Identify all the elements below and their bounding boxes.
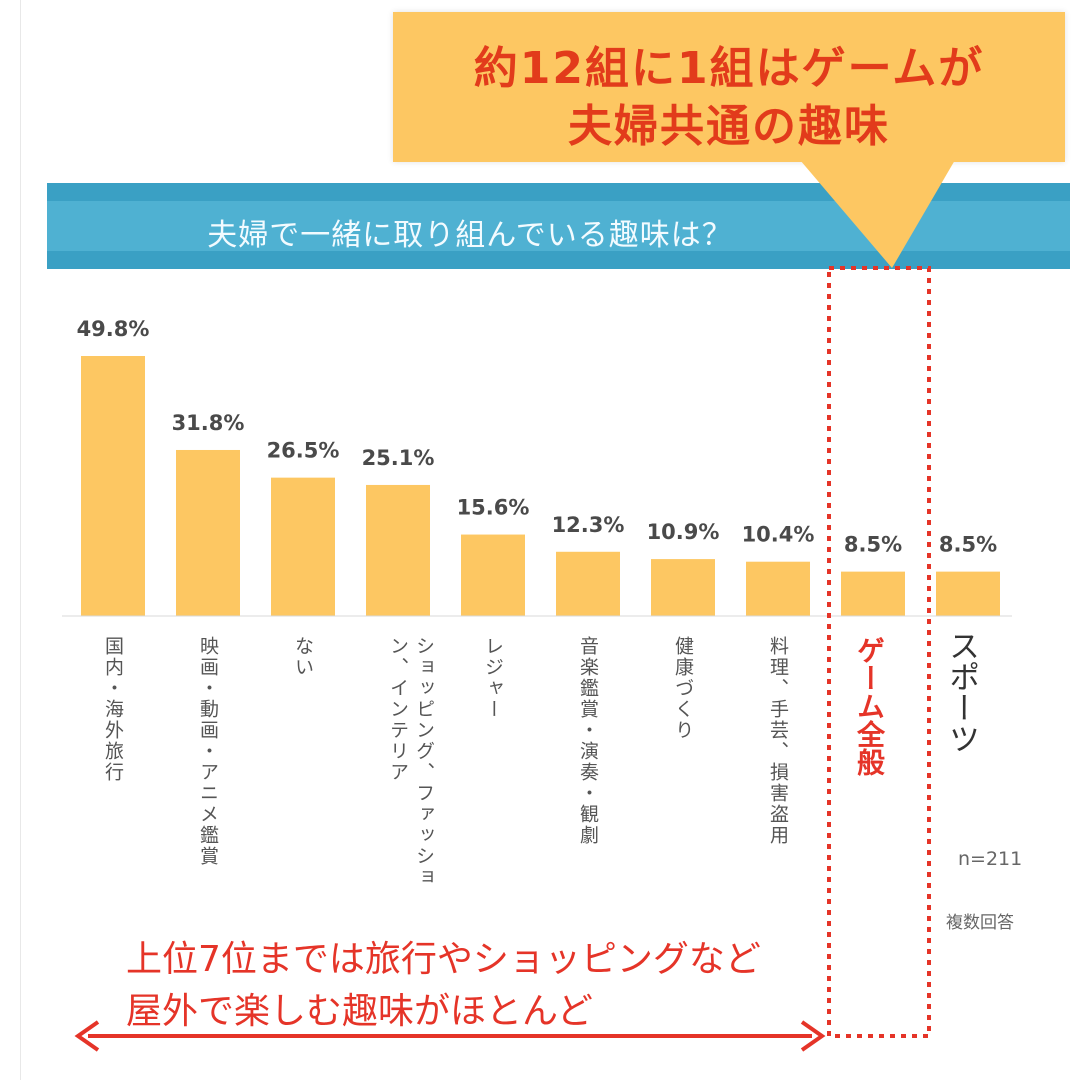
bar-4 xyxy=(366,484,430,616)
category-label-1: 国内・海外旅行 xyxy=(102,636,124,783)
category-label-2: 映画・動画・アニメ鑑賞 xyxy=(197,636,219,867)
callout-box xyxy=(393,12,1065,162)
range-arrow-left-head xyxy=(74,1020,100,1052)
value-label-7: 10.9% xyxy=(647,520,720,544)
chart-title: 夫婦で一緒に取り組んでいる趣味は？ xyxy=(207,218,733,253)
value-label-9: 8.5% xyxy=(844,533,902,557)
bar-5 xyxy=(461,534,525,616)
highlight-frame xyxy=(827,266,931,1038)
answer-note: 複数回答 xyxy=(946,913,1014,933)
value-label-1: 49.8% xyxy=(77,317,150,341)
value-label-2: 31.8% xyxy=(172,411,245,435)
category-label-4: ショッピング、ファッション、インテリア xyxy=(387,636,435,888)
conclusion-line-2: 屋外で楽しむ趣味がほとんど xyxy=(126,982,593,1034)
value-label-5: 15.6% xyxy=(457,496,530,520)
bar-10 xyxy=(936,571,1000,616)
bar-9 xyxy=(841,571,905,616)
category-label-5: レジャー xyxy=(482,636,504,720)
range-arrow-right-head xyxy=(800,1020,826,1052)
bar-3 xyxy=(271,477,335,616)
value-label-4: 25.1% xyxy=(362,446,435,470)
category-label-10: スポーツ xyxy=(943,630,979,754)
conclusion-line-1: 上位7位までは旅行やショッピングなど xyxy=(126,930,761,982)
frame-border xyxy=(20,0,21,1080)
sample-size: n=211 xyxy=(958,848,1023,870)
category-label-7: 健康づくり xyxy=(672,636,694,741)
bar-1 xyxy=(81,356,145,616)
bar-2 xyxy=(176,449,240,616)
category-label-6: 音楽鑑賞・演奏・観劇 xyxy=(577,636,599,846)
category-label-9: ゲーム全般 xyxy=(853,636,886,776)
value-label-3: 26.5% xyxy=(267,439,340,463)
value-label-10: 8.5% xyxy=(939,533,997,557)
value-label-8: 10.4% xyxy=(742,523,815,547)
category-label-3: ない xyxy=(292,636,314,678)
bar-7 xyxy=(651,559,715,616)
callout-pointer xyxy=(800,160,955,268)
callout-headline: 約12組に1組はゲームが xyxy=(473,43,985,94)
category-label-8: 料理、手芸、損害盗用 xyxy=(767,636,789,846)
bar-8 xyxy=(746,561,810,616)
value-label-6: 12.3% xyxy=(552,513,625,537)
callout-subheadline: 夫婦共通の趣味 xyxy=(568,101,890,152)
bar-6 xyxy=(556,551,620,616)
